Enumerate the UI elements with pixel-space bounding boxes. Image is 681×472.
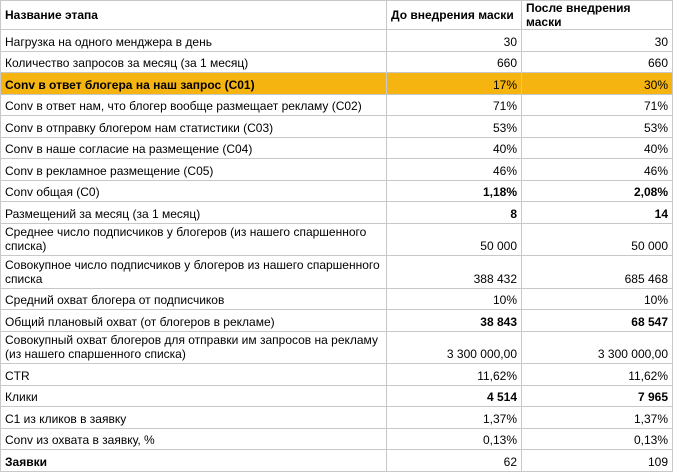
header-row: Название этапа До внедрения маски После вн…: [0, 0, 673, 30]
row-label: Conv в отправку блогером нам статистики …: [0, 115, 387, 138]
row-label: Заявки: [0, 449, 387, 472]
value-cell: 0,13%: [521, 427, 673, 450]
value-cell: 685 468: [521, 255, 673, 289]
value-cell: 53%: [386, 115, 522, 138]
value-cell: 1,37%: [521, 406, 673, 429]
value-cell: 50 000: [521, 222, 673, 256]
value-cell: 53%: [521, 115, 673, 138]
value-cell: 109: [521, 449, 673, 472]
row-label: Совокупное число подписчиков у блогеров …: [0, 255, 387, 289]
table-row: Conv в ответ блогера на наш запрос (C01)…: [0, 72, 673, 95]
table-row: Conv в наше согласие на размещение (C04)…: [0, 136, 673, 159]
row-label: Conv общая (C0): [0, 179, 387, 202]
value-cell: 50 000: [386, 222, 522, 256]
header-cell: После внедрения маски: [521, 0, 673, 30]
value-cell: 71%: [521, 93, 673, 116]
row-label: Среднее число подписчиков у блогеров (из…: [0, 222, 387, 256]
value-cell: 46%: [386, 158, 522, 181]
value-cell: 40%: [521, 136, 673, 159]
value-cell: 68 547: [521, 309, 673, 332]
value-cell: 11,62%: [521, 363, 673, 386]
table-row: Заявки 62 109: [0, 449, 673, 472]
value-cell: 30%: [521, 72, 673, 95]
value-cell: 30: [386, 29, 522, 52]
value-cell: 2,08%: [521, 179, 673, 202]
row-label: Количество запросов за месяц (за 1 месяц…: [0, 50, 387, 73]
value-cell: 1,37%: [386, 406, 522, 429]
row-label: Средний охват блогера от подписчиков: [0, 287, 387, 310]
row-label: Клики: [0, 384, 387, 407]
table-row: Общий плановый охват (от блогеров в рекл…: [0, 309, 673, 332]
row-label: Conv из охвата в заявку, %: [0, 427, 387, 450]
table-row: Conv в отправку блогером нам статистики …: [0, 115, 673, 138]
value-cell: 660: [386, 50, 522, 73]
value-cell: 3 300 000,00: [521, 330, 673, 364]
value-cell: 11,62%: [386, 363, 522, 386]
value-cell: 8: [386, 201, 522, 224]
value-cell: 10%: [521, 287, 673, 310]
table-row: Совокупный охват блогеров для отправки и…: [0, 330, 673, 364]
value-cell: 1,18%: [386, 179, 522, 202]
value-cell: 0,13%: [386, 427, 522, 450]
row-label: Conv в рекламное размещение (C05): [0, 158, 387, 181]
value-cell: 71%: [386, 93, 522, 116]
table-row: Нагрузка на одного менджера в день 30 30: [0, 29, 673, 52]
row-label: C1 из кликов в заявку: [0, 406, 387, 429]
value-cell: 10%: [386, 287, 522, 310]
table-row: Conv в рекламное размещение (C05) 46% 46%: [0, 158, 673, 181]
row-label: CTR: [0, 363, 387, 386]
table-row: CTR 11,62% 11,62%: [0, 363, 673, 386]
row-label: Conv в ответ блогера на наш запрос (C01): [0, 72, 387, 95]
value-cell: 46%: [521, 158, 673, 181]
table-row: Совокупное число подписчиков у блогеров …: [0, 255, 673, 289]
table-row: Клики 4 514 7 965: [0, 384, 673, 407]
header-cell: Название этапа: [0, 0, 387, 30]
value-cell: 62: [386, 449, 522, 472]
table-row: Conv из охвата в заявку, % 0,13% 0,13%: [0, 427, 673, 450]
table-row: Средний охват блогера от подписчиков 10% 1…: [0, 287, 673, 310]
table-row: Размещений за месяц (за 1 месяц) 8 14: [0, 201, 673, 224]
row-label: Размещений за месяц (за 1 месяц): [0, 201, 387, 224]
row-label: Conv в ответ нам, что блогер вообще разм…: [0, 93, 387, 116]
value-cell: 7 965: [521, 384, 673, 407]
value-cell: 388 432: [386, 255, 522, 289]
value-cell: 38 843: [386, 309, 522, 332]
header-cell: До внедрения маски: [386, 0, 522, 30]
row-label: Общий плановый охват (от блогеров в рекл…: [0, 309, 387, 332]
table-row: Среднее число подписчиков у блогеров (из…: [0, 222, 673, 256]
value-cell: 17%: [386, 72, 522, 95]
value-cell: 30: [521, 29, 673, 52]
table-row: Количество запросов за месяц (за 1 месяц…: [0, 50, 673, 73]
row-label: Conv в наше согласие на размещение (C04): [0, 136, 387, 159]
row-label: Нагрузка на одного менджера в день: [0, 29, 387, 52]
table-row: Conv общая (C0) 1,18% 2,08%: [0, 179, 673, 202]
row-label: Совокупный охват блогеров для отправки и…: [0, 330, 387, 364]
value-cell: 4 514: [386, 384, 522, 407]
value-cell: 3 300 000,00: [386, 330, 522, 364]
table-row: Conv в ответ нам, что блогер вообще разм…: [0, 93, 673, 116]
value-cell: 40%: [386, 136, 522, 159]
value-cell: 14: [521, 201, 673, 224]
value-cell: 660: [521, 50, 673, 73]
table-row: C1 из кликов в заявку 1,37% 1,37%: [0, 406, 673, 429]
